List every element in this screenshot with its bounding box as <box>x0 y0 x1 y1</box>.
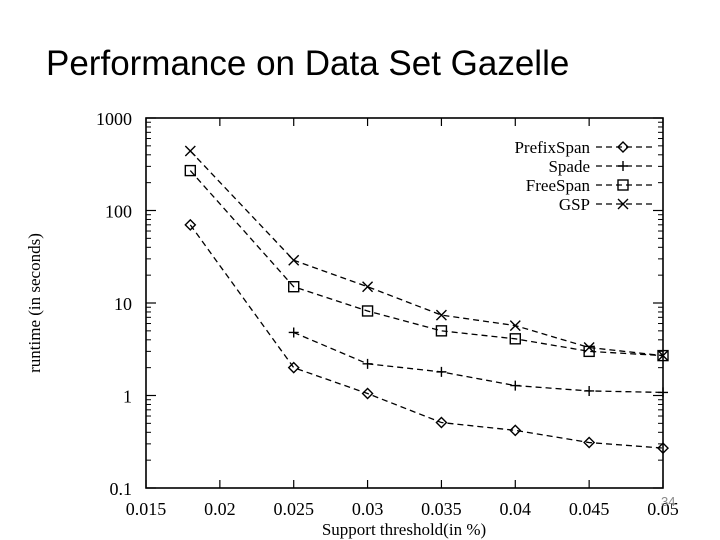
data-point-spade <box>510 380 521 391</box>
x-tick-label: 0.02 <box>204 499 236 519</box>
data-point-prefixspan <box>184 218 197 231</box>
series-line-prefixspan <box>189 224 664 449</box>
y-tick-label: 1 <box>123 387 132 407</box>
data-point-spade <box>288 327 299 338</box>
data-point-prefixspan <box>509 424 522 437</box>
y-tick-label: 100 <box>105 202 132 222</box>
data-point-gsp <box>184 145 196 157</box>
legend-marker-freespan <box>617 179 629 191</box>
data-point-freespan <box>657 349 669 362</box>
data-point-gsp <box>583 342 595 354</box>
legend-marker-gsp <box>617 198 629 210</box>
data-point-freespan <box>583 345 595 358</box>
x-tick-label: 0.035 <box>421 499 462 519</box>
data-point-gsp <box>509 320 521 332</box>
slide-title: Performance on Data Set Gazelle <box>46 44 570 83</box>
data-point-spade <box>658 387 668 398</box>
x-tick-label: 0.025 <box>273 499 314 519</box>
legend-marker-prefixspan <box>617 141 629 153</box>
data-point-freespan <box>509 333 521 345</box>
data-point-prefixspan <box>287 361 300 374</box>
x-tick-label: 0.04 <box>500 499 532 519</box>
data-point-prefixspan <box>583 436 596 449</box>
data-point-spade <box>584 385 595 396</box>
x-tick-label: 0.05 <box>647 499 679 519</box>
data-point-gsp <box>435 309 447 321</box>
y-tick-label: 10 <box>114 294 132 314</box>
x-tick-label: 0.015 <box>126 499 167 519</box>
data-point-freespan <box>288 281 300 293</box>
legend-label-gsp: GSP <box>559 195 590 214</box>
legend-label-prefixspan: PrefixSpan <box>514 138 590 157</box>
y-tick-label: 1000 <box>96 109 132 129</box>
data-point-freespan <box>435 325 448 337</box>
series-line-freespan <box>189 170 664 357</box>
data-point-spade <box>436 366 447 377</box>
data-point-prefixspan <box>435 416 448 429</box>
data-point-spade <box>362 358 373 369</box>
x-tick-label: 0.045 <box>569 499 610 519</box>
series-line-spade <box>293 331 664 394</box>
y-axis-label: runtime (in seconds) <box>25 233 44 373</box>
data-point-prefixspan <box>361 387 374 400</box>
page-number: 34 <box>661 494 676 509</box>
legend-marker-spade <box>618 161 628 171</box>
x-tick-label: 0.03 <box>352 499 384 519</box>
data-point-prefixspan <box>657 442 669 455</box>
data-point-gsp <box>362 281 374 293</box>
data-point-gsp <box>288 254 300 266</box>
x-axis-label: Support threshold(in %) <box>322 520 486 539</box>
data-point-freespan <box>184 164 197 177</box>
data-point-gsp <box>657 350 669 362</box>
data-point-freespan <box>361 305 374 317</box>
y-tick-label: 0.1 <box>110 479 133 499</box>
legend-label-spade: Spade <box>548 157 590 176</box>
legend-label-freespan: FreeSpan <box>526 176 591 195</box>
series-line-gsp <box>189 150 664 357</box>
